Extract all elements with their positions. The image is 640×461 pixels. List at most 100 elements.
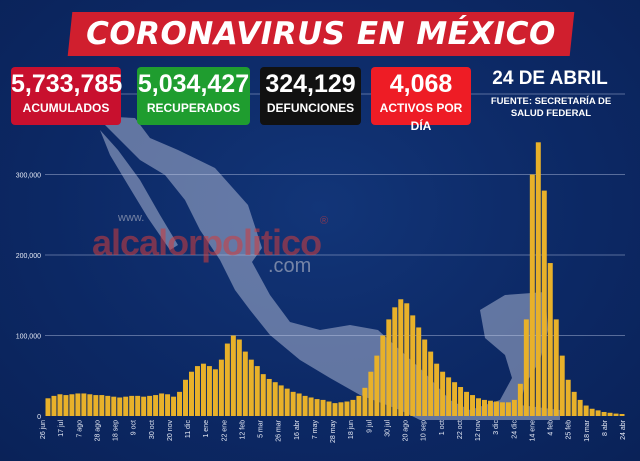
bar — [248, 359, 254, 416]
x-tick-label: 8 abr — [602, 419, 609, 436]
bar — [565, 379, 571, 416]
bar — [224, 343, 230, 416]
data-source: FUENTE: SECRETARÍA DE SALUD FEDERAL — [490, 96, 612, 119]
bar — [356, 395, 362, 416]
bar — [266, 378, 272, 416]
bar — [236, 339, 242, 416]
bar — [189, 371, 194, 416]
bar — [529, 174, 535, 416]
x-tick-label: 30 jul — [384, 420, 391, 437]
bar — [470, 395, 476, 416]
stat-value: 5,733,785 — [11, 70, 123, 98]
bar — [272, 382, 278, 416]
bar — [230, 335, 236, 416]
bar — [613, 413, 619, 416]
bar — [177, 391, 183, 416]
x-tick-label: 22 ene — [221, 420, 228, 442]
bar — [45, 398, 51, 416]
y-tick-label: 100,000 — [16, 334, 41, 341]
bar — [63, 395, 69, 416]
bar — [57, 394, 63, 416]
page-title: CORONAVIRUS EN MÉXICO — [86, 16, 556, 52]
bar — [386, 319, 392, 416]
bar — [547, 263, 553, 416]
bar — [99, 395, 105, 416]
bar — [326, 401, 332, 416]
bar — [368, 371, 374, 416]
x-tick-label: 24 dic — [511, 420, 518, 439]
stat-label: ACUMULADOS — [22, 101, 110, 115]
x-tick-label: 18 sep — [113, 420, 120, 441]
x-tick-label: 11 dic — [185, 420, 192, 439]
x-tick-label: 5 mar — [258, 419, 265, 438]
x-tick-label: 18 mar — [584, 419, 591, 441]
bar — [320, 399, 326, 416]
x-tick-label: 28 may — [330, 420, 337, 443]
x-tick-label: 18 jun — [348, 420, 355, 439]
bar — [278, 385, 284, 416]
bar — [374, 355, 380, 416]
bar — [75, 393, 81, 416]
bar — [541, 190, 547, 416]
x-tick-label: 1 oct — [439, 420, 446, 435]
bar — [464, 391, 470, 416]
bar — [583, 405, 589, 416]
bar — [416, 327, 422, 416]
y-tick-label: 200,000 — [16, 253, 41, 260]
x-tick-label: 12 feb — [239, 420, 246, 440]
bar — [81, 393, 87, 416]
bar — [290, 391, 296, 416]
bar — [302, 395, 308, 416]
bar — [87, 394, 93, 416]
bar — [619, 413, 625, 416]
bar — [571, 391, 577, 416]
bar — [129, 395, 135, 416]
bar — [595, 410, 601, 416]
stat-defunciones: 324,129 DEFUNCIONES — [260, 67, 361, 125]
x-tick-label: 14 ene — [529, 420, 536, 442]
stat-activos: 4,068 ACTIVOS POR DÍA — [371, 67, 471, 133]
x-tick-label: 7 ago — [76, 420, 83, 438]
bar — [350, 399, 356, 416]
y-tick-label: 300,000 — [16, 173, 41, 180]
bar — [147, 395, 153, 416]
x-tick-label: 4 feb — [548, 420, 555, 436]
bar — [380, 335, 386, 416]
x-tick-label: 9 jul — [366, 420, 373, 433]
bar — [159, 393, 165, 416]
bar — [487, 400, 493, 416]
bar — [589, 408, 595, 416]
bar — [404, 303, 410, 416]
bar — [434, 363, 440, 416]
mexico-map-shape — [96, 116, 560, 420]
bar — [535, 142, 541, 417]
mexico-map — [96, 116, 560, 420]
bar — [410, 315, 416, 416]
bar — [260, 374, 266, 416]
bar — [476, 398, 481, 416]
bar — [523, 319, 529, 416]
x-tick-label: 28 ago — [94, 420, 101, 442]
bar — [105, 395, 111, 416]
watermark-brand: alcalorpolitico — [92, 222, 322, 263]
bar — [344, 401, 350, 416]
stat-label: ACTIVOS POR DÍA — [379, 101, 463, 133]
stat-acumulados: 5,733,785 ACUMULADOS — [11, 67, 123, 125]
y-tick-label: 0 — [37, 414, 41, 421]
bar — [607, 412, 613, 416]
x-tick-label: 16 abr — [294, 419, 301, 440]
stat-recuperados: 5,034,427 RECUPERADOS — [137, 67, 250, 125]
bar — [440, 371, 446, 416]
x-tick-label: 26 jun — [40, 420, 47, 439]
bar — [200, 363, 206, 416]
watermark-prefix: www. — [118, 212, 145, 224]
x-tick-label: 7 may — [312, 420, 319, 440]
stat-value: 324,129 — [265, 70, 356, 98]
bar — [254, 366, 260, 416]
bar — [165, 394, 171, 416]
bar — [194, 366, 200, 416]
bar — [553, 319, 559, 416]
